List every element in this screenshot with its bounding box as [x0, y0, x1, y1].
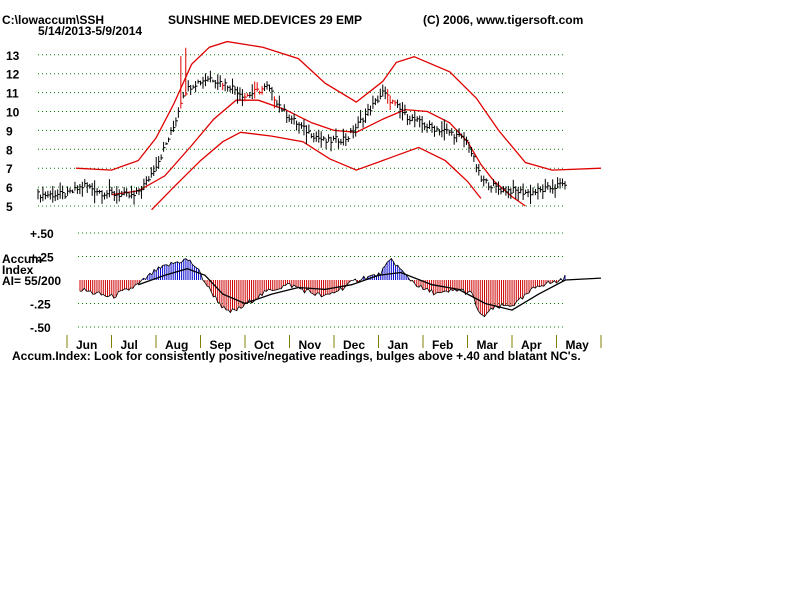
- price-bars: [37, 47, 567, 205]
- price-tick-label: 6: [6, 181, 13, 195]
- price-tick-label: 11: [6, 87, 19, 101]
- chart-title: SUNSHINE MED.DEVICES 29 EMP: [168, 13, 362, 27]
- price-tick-label: 7: [6, 162, 13, 176]
- accum-ma-line: [137, 268, 602, 311]
- accum-outline: [79, 257, 566, 318]
- accum-bars: [79, 257, 602, 318]
- month-label: Nov: [299, 338, 322, 352]
- price-tick-label: 8: [6, 143, 13, 157]
- price-tick-label: 12: [6, 68, 20, 82]
- month-label: Apr: [521, 338, 542, 352]
- month-axis: Jun Jul Aug Sep Oct Nov Dec Jan Feb Mar Apr May: [66, 335, 602, 352]
- month-label: Oct: [254, 338, 274, 352]
- month-label: Feb: [432, 338, 453, 352]
- copyright: (C) 2006, www.tigersoft.com: [423, 13, 583, 27]
- accum-tick-label: -.50: [30, 321, 51, 335]
- moving-average-line: [111, 99, 526, 207]
- bands: [75, 40, 602, 211]
- price-tick-label: 10: [6, 106, 20, 120]
- month-label: Sep: [210, 338, 232, 352]
- upper-band-line: [75, 40, 602, 171]
- accum-tick-label: +.50: [30, 227, 54, 241]
- month-label: Mar: [477, 338, 499, 352]
- header: C:\lowaccum\SSH 5/14/2013-5/9/2014 SUNSH…: [2, 13, 583, 38]
- month-label: Jun: [76, 338, 97, 352]
- price-tick-label: 5: [6, 200, 13, 214]
- accum-axis: Accum Index AI= 55/200 +.50 +.25 -.25 -.50: [2, 227, 61, 335]
- price-tick-label: 9: [6, 124, 13, 138]
- month-label: May: [566, 338, 590, 352]
- price-tick-label: 13: [6, 49, 20, 63]
- footer-note: Accum.Index: Look for consistently posit…: [12, 349, 581, 363]
- month-label: Jul: [121, 338, 138, 352]
- month-label: Dec: [343, 338, 365, 352]
- month-label: Aug: [165, 338, 188, 352]
- accum-title-line2: Index: [2, 263, 34, 277]
- ai-label: AI= 55/200: [2, 274, 61, 288]
- accum-tick-label: +.25: [30, 251, 54, 265]
- date-range: 5/14/2013-5/9/2014: [38, 24, 142, 38]
- month-label: Jan: [388, 338, 409, 352]
- accum-title-line1: Accum: [2, 252, 42, 266]
- accum-tick-label: -.25: [30, 298, 51, 312]
- file-path: C:\lowaccum\SSH: [2, 13, 104, 27]
- price-axis: 5 6 7 8 9 10 11 12 13: [6, 49, 20, 214]
- lower-band-line: [151, 131, 482, 211]
